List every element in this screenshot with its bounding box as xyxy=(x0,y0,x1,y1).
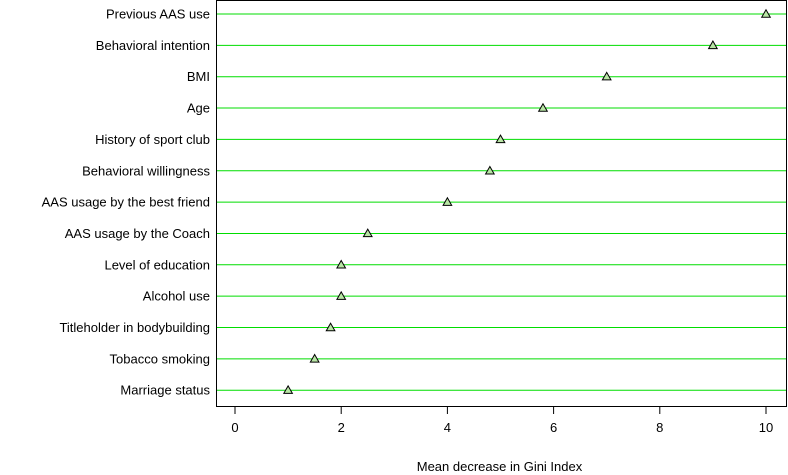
category-label: Age xyxy=(187,101,210,116)
x-tick-label: 4 xyxy=(444,420,451,435)
data-point xyxy=(282,384,294,394)
category-label: BMI xyxy=(187,69,210,84)
data-point xyxy=(707,40,719,50)
data-markers xyxy=(282,8,772,394)
category-label: Behavioral intention xyxy=(96,38,210,53)
data-point xyxy=(537,102,549,112)
data-point xyxy=(362,228,373,238)
category-label: Alcohol use xyxy=(143,289,210,304)
x-tick-label: 6 xyxy=(550,420,557,435)
x-axis-title: Mean decrease in Gini Index xyxy=(417,459,583,474)
category-labels: Previous AAS use Behavioral intention BMI A… xyxy=(42,7,211,398)
x-axis: 0 2 4 6 8 10 xyxy=(231,406,773,435)
x-tick-label: 0 xyxy=(231,420,238,435)
category-gridlines xyxy=(217,13,786,391)
data-point xyxy=(495,134,506,144)
data-point xyxy=(336,290,347,300)
data-point xyxy=(484,165,496,175)
data-point xyxy=(601,71,612,81)
category-label: Previous AAS use xyxy=(106,7,210,22)
data-point xyxy=(442,196,453,206)
category-label: AAS usage by the best friend xyxy=(42,195,210,210)
x-tick-label: 10 xyxy=(759,420,773,435)
data-point xyxy=(760,8,772,18)
category-label: Level of education xyxy=(104,257,210,272)
category-label: Titleholder in bodybuilding xyxy=(59,320,210,335)
x-tick-label: 8 xyxy=(656,420,663,435)
category-label: AAS usage by the Coach xyxy=(65,226,210,241)
data-point xyxy=(336,259,347,269)
plot-frame xyxy=(216,0,787,407)
category-label: Marriage status xyxy=(120,383,210,398)
data-point xyxy=(309,353,320,363)
category-label: Behavioral willingness xyxy=(82,163,210,178)
data-point xyxy=(325,322,336,332)
category-label: Tobacco smoking xyxy=(110,351,210,366)
x-tick-label: 2 xyxy=(338,420,345,435)
category-label: History of sport club xyxy=(95,132,210,147)
